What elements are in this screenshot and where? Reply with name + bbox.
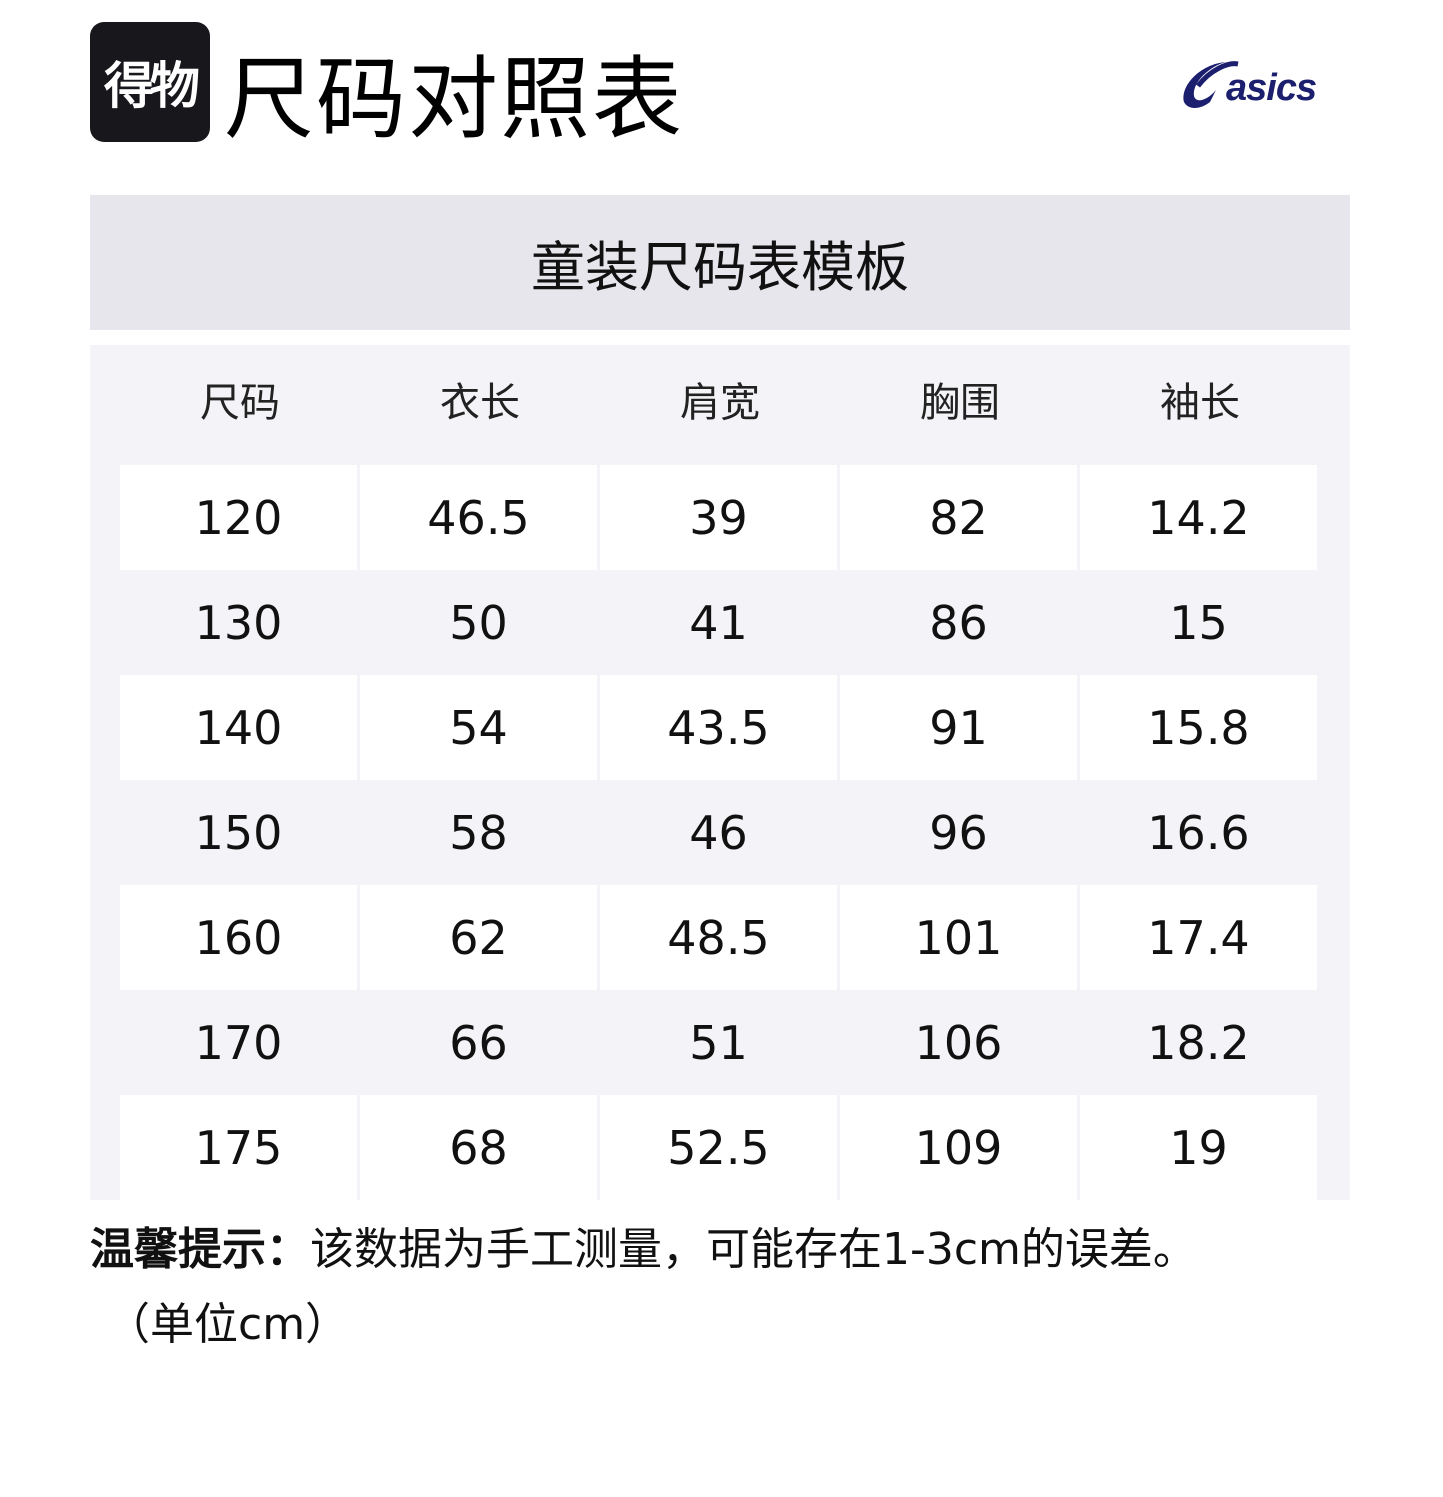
tip-text: 该数据为手工测量，可能存在1-3cm的误差。 [310,1224,1197,1275]
table-cell: 50 [449,595,508,650]
table-cell: 46 [689,805,748,860]
size-table: 尺码 衣长 肩宽 胸围 袖长 120 46.5 39 82 14.2 130 50 41 86 1… [90,345,1350,1200]
table-cell: 68 [360,1095,597,1200]
column-header: 胸围 [920,380,1000,426]
table-row: 175 68 52.5 109 19 [120,1095,1320,1200]
table-subtitle: 童装尺码表模板 [90,195,1350,330]
table-cell: 120 [120,465,357,570]
table-cell: 19 [1080,1095,1317,1200]
column-header: 衣长 [440,380,520,426]
page-title: 尺码对照表 [224,47,684,152]
table-header-row: 尺码 衣长 肩宽 胸围 袖长 [120,345,1320,465]
table-cell: 106 [914,1015,1003,1070]
table-row: 170 66 51 106 18.2 [120,990,1320,1095]
table-cell: 62 [360,885,597,990]
unit-note: （单位cm） [106,1299,350,1350]
dewu-logo: 得物 [90,22,210,142]
table-row: 120 46.5 39 82 14.2 [120,465,1320,570]
table-cell: 18.2 [1147,1015,1250,1070]
table-row: 130 50 41 86 15 [120,570,1320,675]
table-cell: 15.8 [1080,675,1317,780]
table-row: 140 54 43.5 91 15.8 [120,675,1320,780]
logo-text: 得物 [104,57,200,115]
table-cell: 66 [449,1015,508,1070]
table-cell: 16.6 [1147,805,1250,860]
table-cell: 82 [840,465,1077,570]
table-cell: 109 [840,1095,1077,1200]
table-cell: 170 [194,1015,283,1070]
table-cell: 41 [689,595,748,650]
asics-logo: asics [1183,61,1317,109]
table-cell: 48.5 [600,885,837,990]
table-cell: 39 [600,465,837,570]
table-row: 160 62 48.5 101 17.4 [120,885,1320,990]
table-row: 150 58 46 96 16.6 [120,780,1320,885]
table-cell: 15 [1169,595,1228,650]
table-cell: 96 [929,805,988,860]
tip-note: 温馨提示：该数据为手工测量，可能存在1-3cm的误差。 [90,1215,1197,1285]
table-cell: 14.2 [1080,465,1317,570]
table-cell: 51 [689,1015,748,1070]
table-cell: 52.5 [600,1095,837,1200]
column-header: 肩宽 [680,380,760,426]
column-header: 尺码 [200,380,280,426]
table-cell: 54 [360,675,597,780]
table-cell: 140 [120,675,357,780]
table-cell: 175 [120,1095,357,1200]
table-cell: 86 [929,595,988,650]
table-cell: 160 [120,885,357,990]
table-cell: 91 [840,675,1077,780]
table-cell: 58 [449,805,508,860]
table-cell: 130 [194,595,283,650]
table-cell: 17.4 [1080,885,1317,990]
tip-label: 温馨提示： [90,1224,310,1275]
table-cell: 150 [194,805,283,860]
column-header: 袖长 [1160,380,1240,426]
table-cell: 101 [840,885,1077,990]
table-cell: 43.5 [600,675,837,780]
table-cell: 46.5 [360,465,597,570]
svg-text:asics: asics [1226,67,1316,109]
